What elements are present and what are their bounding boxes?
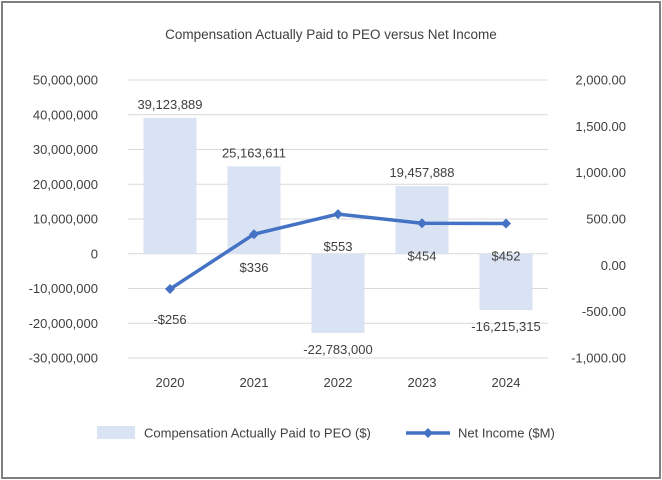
bar-2024: [479, 253, 533, 311]
bar-value-label: 39,123,889: [137, 97, 202, 112]
legend-bar-label: Compensation Actually Paid to PEO ($): [144, 426, 371, 441]
y-left-tick-label: 20,000,000: [33, 177, 98, 192]
net-income-marker-2024: [501, 218, 511, 229]
y-left-tick-label: -20,000,000: [29, 316, 98, 331]
net-income-value-label: $454: [408, 248, 437, 263]
bar-2022: [311, 253, 365, 333]
y-left-tick-label: 10,000,000: [33, 212, 98, 227]
legend-line-label: Net Income ($M): [458, 426, 555, 441]
line-series: [165, 209, 511, 295]
x-tick-label: 2021: [240, 375, 269, 390]
legend: Compensation Actually Paid to PEO ($) Net…: [97, 426, 555, 441]
y-right-tick-label: 2,000.00: [575, 73, 626, 88]
legend-line-marker: [423, 428, 433, 438]
net-income-value-label: $553: [324, 239, 353, 254]
net-income-value-label: -$256: [153, 312, 186, 327]
bar-2021: [227, 166, 281, 254]
net-income-marker-2021: [249, 229, 259, 240]
net-income-marker-2022: [333, 209, 343, 220]
y-left-tick-label: 30,000,000: [33, 142, 98, 157]
net-income-value-label: $336: [240, 260, 269, 275]
bar-2020: [143, 117, 197, 254]
axis-labels: 50,000,000 40,000,000 30,000,000 20,000,000…: [29, 73, 626, 391]
y-right-tick-label: -500.00: [582, 304, 626, 319]
y-left-tick-label: 50,000,000: [33, 73, 98, 88]
data-labels: 39,123,889 25,163,611 -22,783,000 19,457,88…: [137, 97, 540, 357]
x-tick-label: 2020: [156, 375, 185, 390]
x-tick-label: 2022: [324, 375, 353, 390]
y-right-tick-label: -1,000.00: [571, 351, 626, 366]
bar-value-label: -16,215,315: [471, 319, 540, 334]
bar-value-label: 25,163,611: [222, 145, 286, 160]
legend-bar-swatch: [97, 426, 135, 439]
bar-value-label: 19,457,888: [389, 165, 454, 180]
net-income-marker-2023: [417, 218, 427, 229]
y-right-tick-label: 1,000.00: [575, 165, 626, 180]
y-right-tick-label: 1,500.00: [575, 119, 626, 134]
y-right-tick-label: 0.00: [601, 258, 626, 273]
x-tick-label: 2023: [408, 375, 437, 390]
y-left-tick-label: 40,000,000: [33, 107, 98, 122]
bar-value-label: -22,783,000: [303, 342, 372, 357]
chart-title: Compensation Actually Paid to PEO versus…: [165, 27, 497, 42]
net-income-marker-2020: [165, 284, 175, 295]
bar-series: [143, 117, 533, 333]
y-left-tick-label: 0: [91, 246, 98, 261]
net-income-value-label: $452: [492, 248, 521, 263]
y-right-tick-label: 500.00: [586, 212, 626, 227]
y-left-tick-label: -10,000,000: [29, 281, 98, 296]
y-left-tick-label: -30,000,000: [29, 351, 98, 366]
x-tick-label: 2024: [492, 375, 521, 390]
